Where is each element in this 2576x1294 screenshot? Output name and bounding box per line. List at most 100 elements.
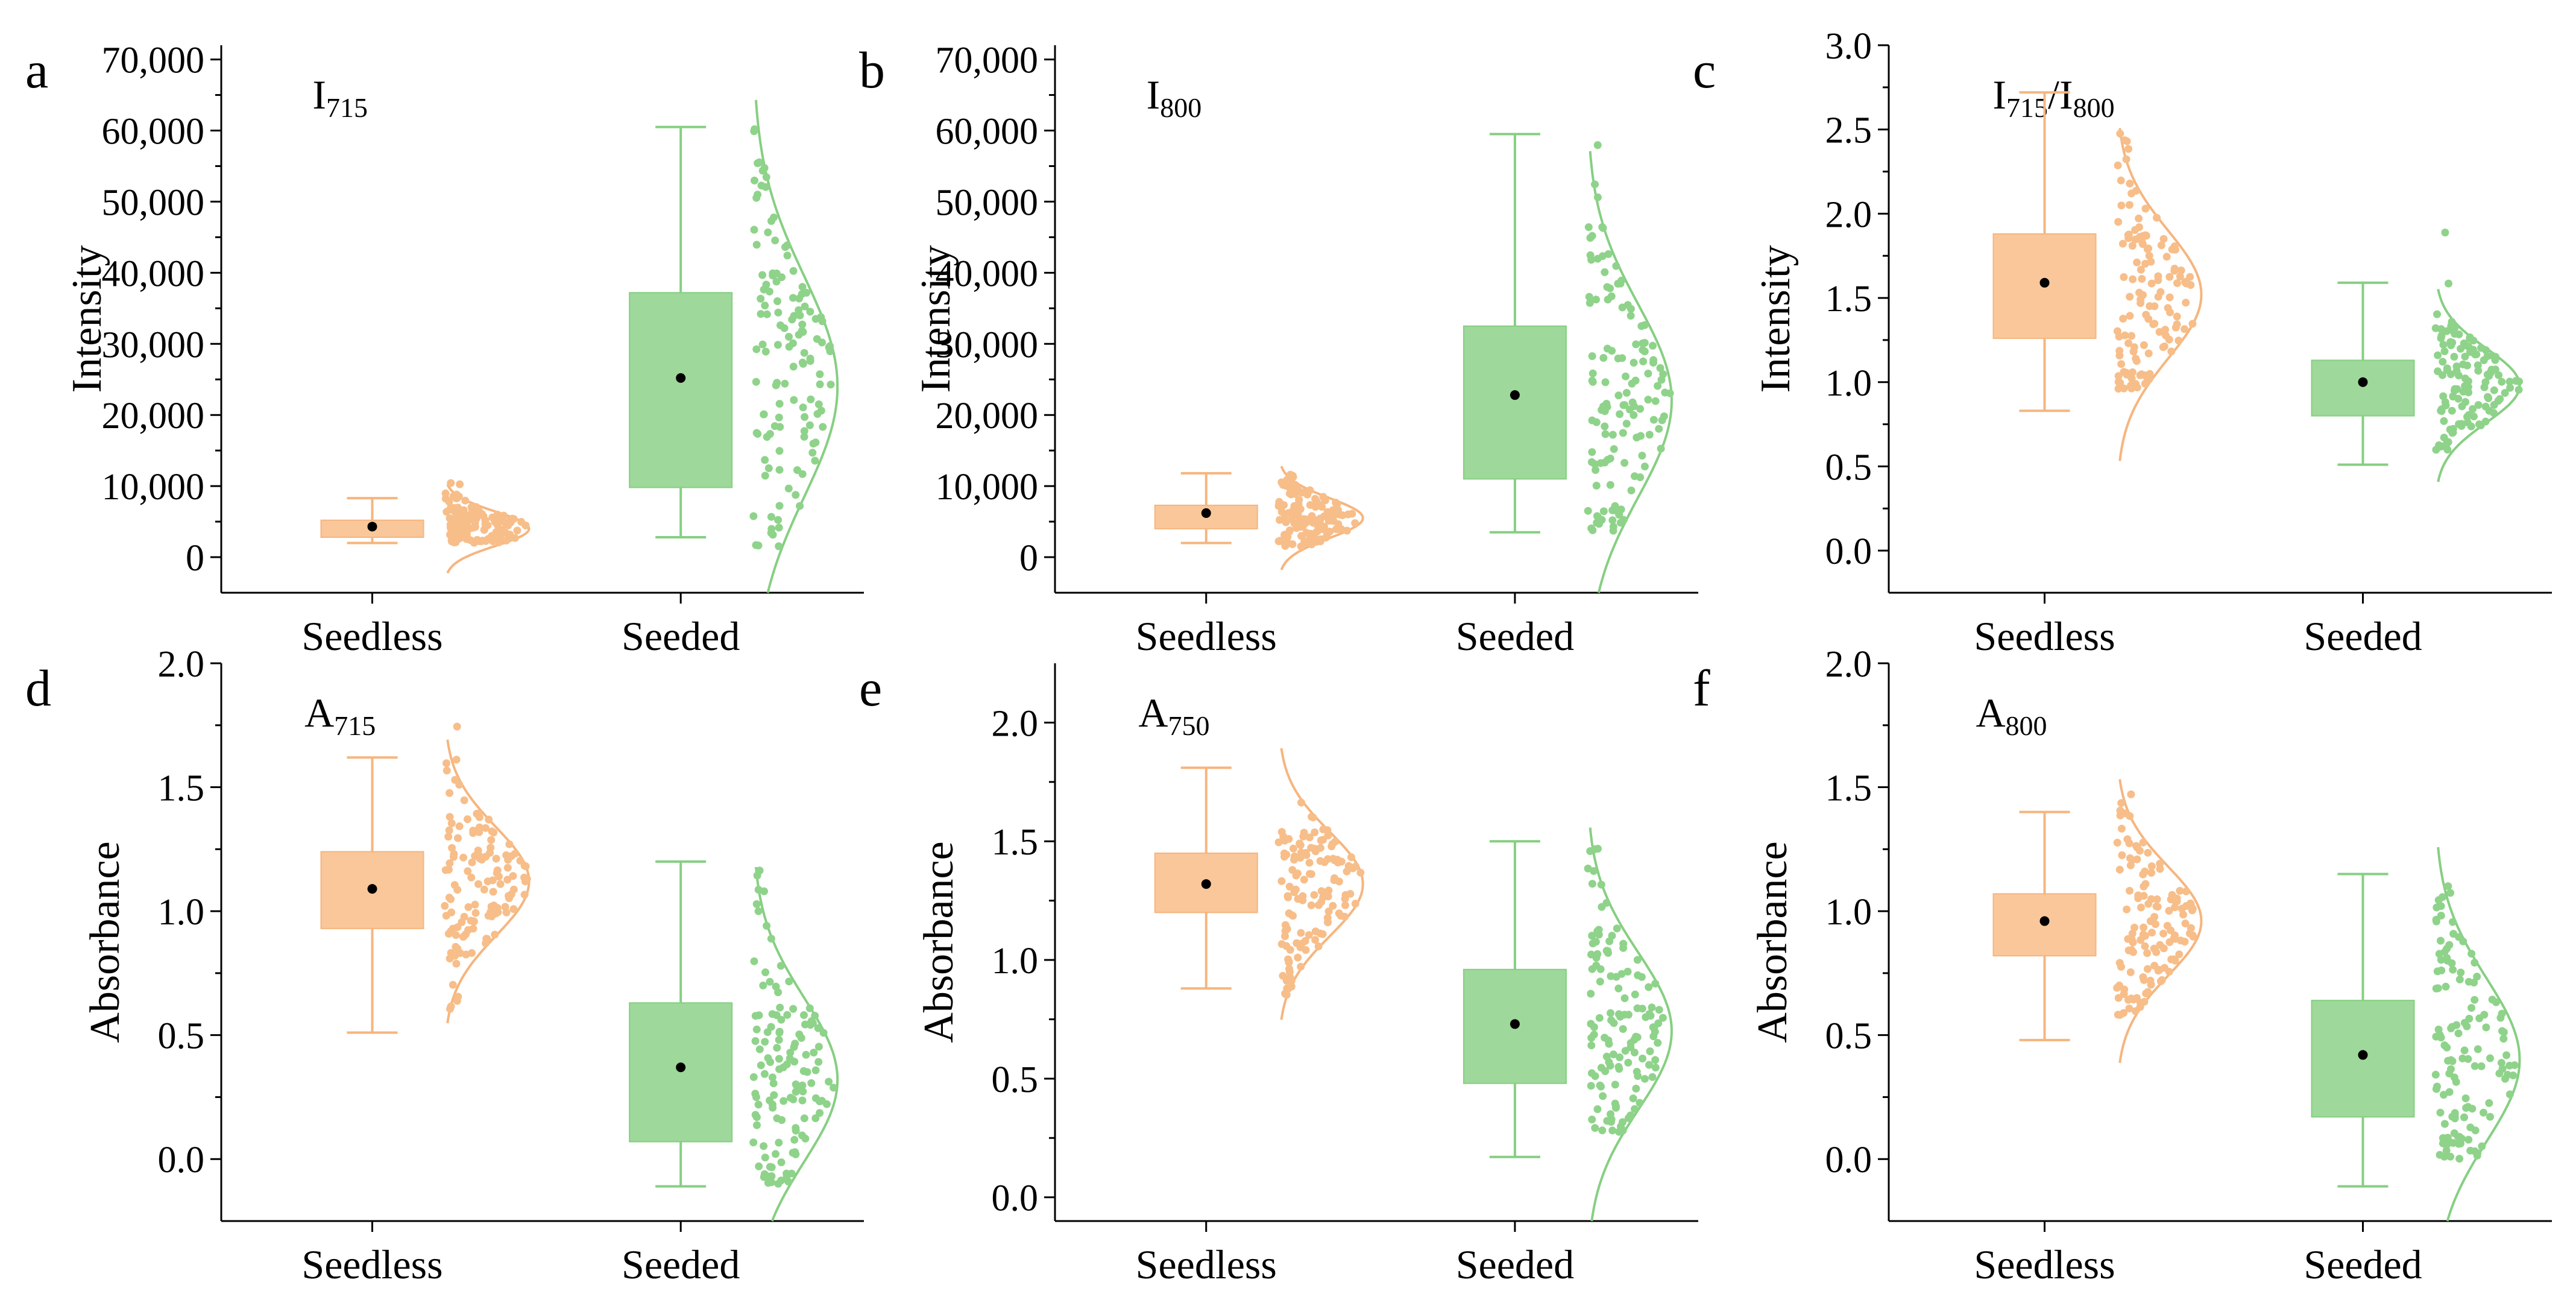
data-point	[455, 780, 464, 789]
data-point	[1311, 828, 1319, 836]
data-point	[454, 532, 462, 540]
data-point	[784, 484, 793, 493]
data-point	[774, 988, 783, 997]
data-point	[502, 851, 511, 859]
data-point	[777, 1176, 786, 1185]
data-point	[1352, 862, 1360, 871]
data-point	[2467, 1004, 2475, 1012]
data-point	[1587, 1082, 1595, 1090]
data-point	[2490, 386, 2498, 394]
data-point	[2439, 893, 2446, 901]
data-point	[775, 413, 783, 421]
data-point	[2118, 239, 2127, 248]
data-point	[760, 285, 768, 294]
data-point	[1302, 851, 1311, 859]
data-point	[2144, 349, 2153, 358]
data-point	[800, 1114, 808, 1123]
data-point	[2182, 298, 2190, 307]
data-point	[814, 1058, 823, 1066]
data-point	[1632, 1032, 1640, 1041]
data-point	[2451, 385, 2459, 393]
data-point	[2114, 994, 2123, 1002]
data-point	[775, 523, 783, 532]
data-point	[444, 865, 453, 874]
data-point	[503, 863, 512, 872]
data-point	[2166, 308, 2174, 317]
data-point	[2134, 891, 2143, 900]
data-point	[1633, 956, 1642, 964]
data-point	[1586, 298, 1594, 307]
data-point	[1281, 932, 1289, 941]
y-tick-label: 3.0	[1825, 26, 1872, 67]
y-tick-label: 1.0	[158, 892, 205, 933]
data-point	[492, 514, 500, 523]
x-tick-label: Seedless	[1974, 613, 2115, 659]
data-point	[456, 480, 464, 488]
data-point	[2448, 406, 2456, 415]
data-point	[811, 456, 819, 465]
data-point	[2126, 968, 2135, 976]
panel-letter: f	[1693, 659, 1710, 717]
title-main: A	[1138, 690, 1168, 736]
data-point	[766, 430, 774, 438]
box-iqr	[2311, 359, 2415, 417]
data-point	[2176, 886, 2184, 895]
data-point	[2437, 406, 2445, 415]
data-point	[786, 1049, 795, 1057]
data-point	[2480, 356, 2488, 364]
data-point	[1638, 1005, 1646, 1013]
data-point	[751, 1090, 760, 1098]
data-point	[1323, 888, 1332, 896]
data-point	[790, 396, 798, 404]
y-tick-label: 10,000	[936, 467, 1039, 508]
data-point	[1311, 927, 1320, 936]
data-point	[755, 866, 764, 875]
data-point	[2126, 312, 2134, 320]
data-point	[2115, 959, 2124, 967]
data-point	[446, 789, 454, 797]
data-point	[1616, 279, 1625, 288]
data-point	[516, 856, 524, 865]
data-point	[2480, 1108, 2487, 1117]
data-point	[2447, 322, 2455, 330]
data-point	[2124, 339, 2133, 347]
data-point	[2452, 1078, 2460, 1086]
data-point	[2170, 242, 2179, 250]
data-point	[1645, 1061, 1653, 1069]
data-point	[2466, 1123, 2475, 1132]
data-point	[775, 1055, 783, 1063]
data-point	[1311, 845, 1319, 853]
data-point	[2439, 1134, 2447, 1142]
data-point	[447, 479, 455, 487]
data-point	[1316, 844, 1324, 852]
data-point	[2468, 1105, 2477, 1113]
data-point	[769, 1079, 778, 1088]
data-point	[1347, 853, 1355, 862]
data-point	[2463, 412, 2471, 421]
data-point	[802, 1050, 810, 1059]
data-point	[1324, 832, 1332, 840]
data-point	[1588, 416, 1596, 424]
data-point	[2444, 1056, 2452, 1065]
data-point	[2481, 402, 2490, 411]
data-point	[788, 315, 796, 324]
data-point	[781, 379, 789, 388]
data-point	[2161, 964, 2168, 972]
data-point	[775, 400, 784, 408]
data-point	[2115, 332, 2123, 341]
data-point	[751, 1037, 760, 1045]
data-point	[1282, 991, 1291, 999]
data-point	[1276, 516, 1283, 524]
data-point	[1646, 1047, 1654, 1055]
data-point	[2141, 379, 2149, 388]
data-point	[807, 1079, 816, 1087]
data-point	[2515, 377, 2524, 386]
data-point	[2158, 976, 2166, 984]
data-point	[803, 1068, 811, 1076]
data-point	[2124, 145, 2133, 153]
data-point	[2117, 824, 2126, 833]
data-point	[1593, 141, 1602, 150]
data-point	[758, 271, 767, 279]
data-point	[811, 1066, 820, 1075]
data-point	[768, 1010, 776, 1018]
